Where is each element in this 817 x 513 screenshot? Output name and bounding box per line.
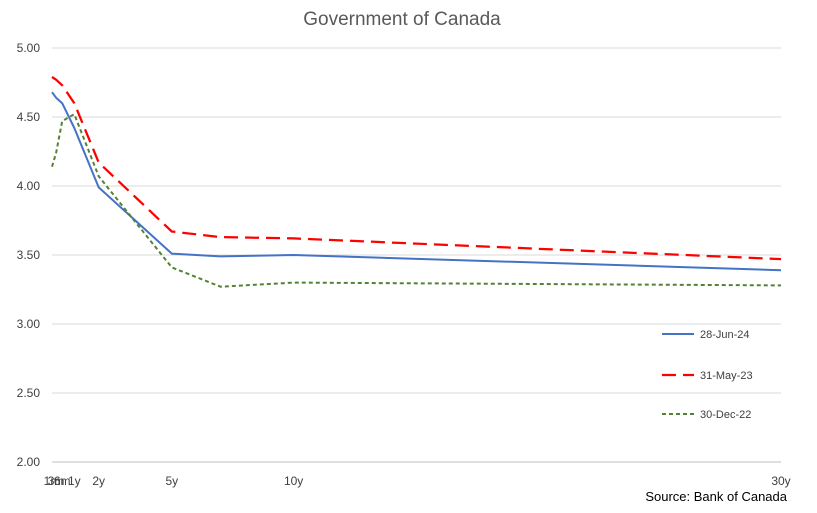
- series-line-31-May-23: [51, 76, 782, 261]
- y-tick-label: 3.50: [17, 248, 41, 262]
- gridlines: [52, 47, 781, 463]
- series-line-30-Dec-22: [51, 113, 782, 288]
- x-tick-label: 5y: [165, 474, 178, 488]
- series-line-28-Jun-24: [51, 91, 782, 272]
- x-tick-label: 1m: [44, 474, 61, 488]
- source-note: Source: Bank of Canada: [645, 489, 787, 504]
- y-tick-label: 2.50: [17, 386, 41, 400]
- x-tick-label: 10y: [284, 474, 303, 488]
- chart-title: Government of Canada: [303, 9, 501, 30]
- legend-label: 31-May-23: [700, 370, 753, 382]
- series-lines: [51, 76, 782, 288]
- y-tick-label: 3.00: [17, 317, 41, 331]
- legend-label: 30-Dec-22: [700, 409, 751, 421]
- x-tick-label: 2y: [92, 474, 105, 488]
- y-tick-label: 2.00: [17, 455, 41, 469]
- legend-label: 28-Jun-24: [700, 329, 750, 341]
- x-tick-label: 1y: [68, 474, 81, 488]
- y-tick-label: 4.50: [17, 110, 41, 124]
- x-tick-label: 3m: [48, 474, 65, 488]
- y-tick-label: 5.00: [17, 41, 41, 55]
- x-tick-label: 30y: [771, 474, 790, 488]
- legend: 28-Jun-24 31-May-23 30-Dec-22: [662, 329, 753, 421]
- y-axis: 2.00 2.50 3.00 3.50 4.00 4.50 5.00: [17, 41, 41, 469]
- y-tick-label: 4.00: [17, 179, 41, 193]
- x-tick-label: 6m: [54, 474, 71, 488]
